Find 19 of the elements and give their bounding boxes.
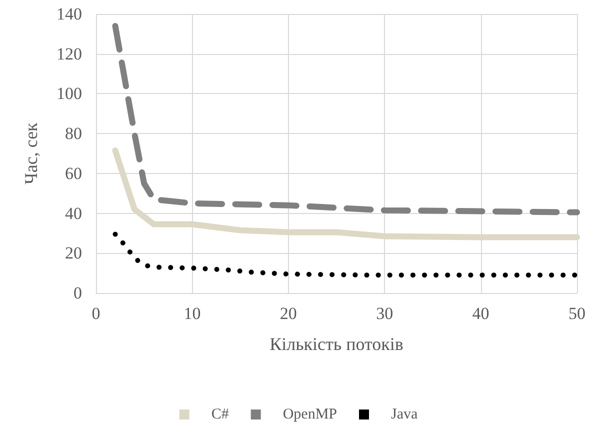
legend-label: Java — [391, 406, 418, 422]
y-tick-label: 20 — [65, 244, 82, 263]
x-tick-label: 40 — [472, 304, 490, 323]
y-tick-label: 0 — [74, 284, 82, 302]
x-tick-label: 10 — [184, 304, 201, 323]
x-tick-label: 30 — [376, 304, 394, 323]
y-tick-label: 40 — [65, 204, 82, 223]
x-tick-label: 50 — [568, 304, 586, 323]
y-tick-label: 120 — [56, 44, 82, 64]
y-tick-label: 60 — [65, 164, 82, 183]
legend-label: C# — [211, 406, 230, 422]
legend-label: OpenMP — [282, 406, 338, 422]
y-axis-title: Час, сек — [21, 122, 41, 184]
x-tick-label: 20 — [280, 304, 297, 323]
y-tick-label: 140 — [56, 4, 82, 24]
y-tick-label: 80 — [65, 124, 82, 144]
y-tick-label: 100 — [56, 84, 82, 104]
x-axis-title: Кількість потоків — [270, 334, 404, 354]
x-tick-label: 0 — [92, 304, 100, 323]
